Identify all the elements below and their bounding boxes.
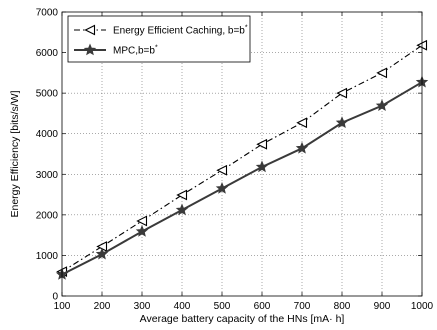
data-point bbox=[296, 117, 308, 129]
data-point bbox=[376, 67, 388, 79]
data-point bbox=[175, 203, 189, 216]
data-point bbox=[136, 215, 148, 227]
y-tick-label: 4000 bbox=[36, 129, 59, 140]
x-tick-label: 700 bbox=[294, 301, 311, 312]
axis-ticks: 100 200 300 400 500 600 700 800 900 1000 0 1000 2000… bbox=[36, 8, 434, 313]
x-tick-label: 500 bbox=[214, 301, 231, 312]
x-tick-label: 200 bbox=[94, 301, 111, 312]
legend: Energy Efficient Caching, b=b* MPC,b=b* bbox=[67, 15, 251, 63]
legend-marker bbox=[84, 24, 96, 36]
y-tick-label: 6000 bbox=[36, 48, 59, 59]
y-tick-label: 3000 bbox=[36, 170, 59, 181]
data-point bbox=[135, 224, 149, 237]
data-point bbox=[255, 160, 269, 173]
data-point bbox=[256, 138, 268, 150]
y-tick-label: 7000 bbox=[36, 8, 59, 19]
legend-label: MPC,b=b* bbox=[113, 45, 158, 57]
x-tick-label: 800 bbox=[334, 301, 351, 312]
data-point bbox=[216, 164, 228, 176]
x-axis-label: Average battery capacity of the HNs [mA·… bbox=[140, 313, 345, 325]
legend-marker bbox=[83, 43, 97, 56]
y-tick-label: 0 bbox=[52, 292, 58, 303]
x-tick-label: 300 bbox=[134, 301, 151, 312]
series-line bbox=[61, 44, 423, 273]
legend-box bbox=[67, 15, 251, 63]
legend-entry-2: MPC,b=b* bbox=[74, 43, 158, 57]
legend-entry-1: Energy Efficient Caching, b=b* bbox=[74, 25, 248, 37]
data-point bbox=[375, 99, 389, 112]
legend-label: Energy Efficient Caching, b=b* bbox=[113, 25, 248, 37]
plot-frame bbox=[61, 11, 423, 297]
x-tick-label: 600 bbox=[254, 301, 271, 312]
y-tick-label: 1000 bbox=[36, 251, 59, 262]
data-point bbox=[336, 87, 348, 99]
series-line bbox=[61, 81, 423, 276]
x-tick-label: 400 bbox=[174, 301, 191, 312]
x-tick-label: 100 bbox=[54, 301, 71, 312]
data-point bbox=[335, 116, 349, 129]
y-tick-label: 5000 bbox=[36, 89, 59, 100]
y-tick-label: 2000 bbox=[36, 210, 59, 221]
data-point bbox=[95, 247, 109, 260]
x-tick-label: 1000 bbox=[411, 301, 434, 312]
y-axis-label: Energy Efficiency [bits/s/W] bbox=[9, 90, 21, 217]
data-point bbox=[176, 189, 188, 201]
data-point bbox=[215, 181, 229, 194]
data-point bbox=[295, 141, 309, 154]
x-tick-label: 900 bbox=[374, 301, 391, 312]
